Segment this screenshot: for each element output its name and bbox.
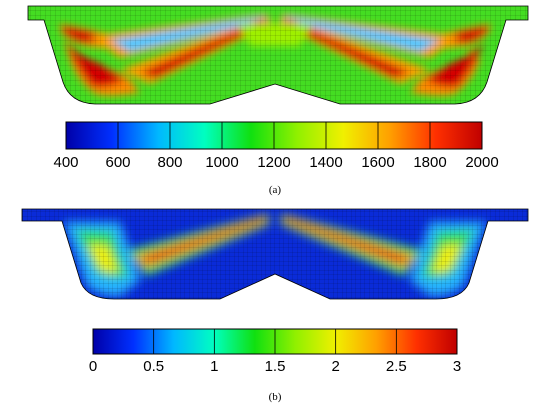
colorbar-tick-label: 2 xyxy=(331,358,339,375)
colorbar-tick-label: 1200 xyxy=(257,154,290,171)
colorbar-tick-label: 400 xyxy=(53,154,78,171)
colorbar-b: 0 0.5 1 1.5 2 2.5 3 xyxy=(89,328,461,375)
colorbar-tick-label: 1600 xyxy=(361,154,394,171)
colorbar-tick-label: 2.5 xyxy=(386,358,407,375)
panel-caption-a: (a) xyxy=(269,184,282,196)
colorbar-tick-label: 1.5 xyxy=(265,358,286,375)
panel-caption-b: (b) xyxy=(269,391,282,403)
colorbar-tick-label: 1000 xyxy=(205,154,238,171)
colorbar-tick-label: 3 xyxy=(453,358,461,375)
colorbar-tick-label: 1400 xyxy=(309,154,342,171)
colorbar-tick-label: 0 xyxy=(89,358,97,375)
colorbar-tick-label: 1800 xyxy=(413,154,446,171)
contour-plot-a xyxy=(27,5,529,105)
colorbar-tick-label: 0.5 xyxy=(143,358,164,375)
colorbar-tick-label: 1 xyxy=(210,358,218,375)
colorbar-tick-label: 600 xyxy=(105,154,130,171)
contour-plot-b xyxy=(21,208,529,300)
colorbar-tick-label: 800 xyxy=(157,154,182,171)
colorbar-a: 400 600 800 1000 1200 1400 1600 1800 2000 xyxy=(53,121,499,171)
colorbar-tick-label: 2000 xyxy=(465,154,498,171)
